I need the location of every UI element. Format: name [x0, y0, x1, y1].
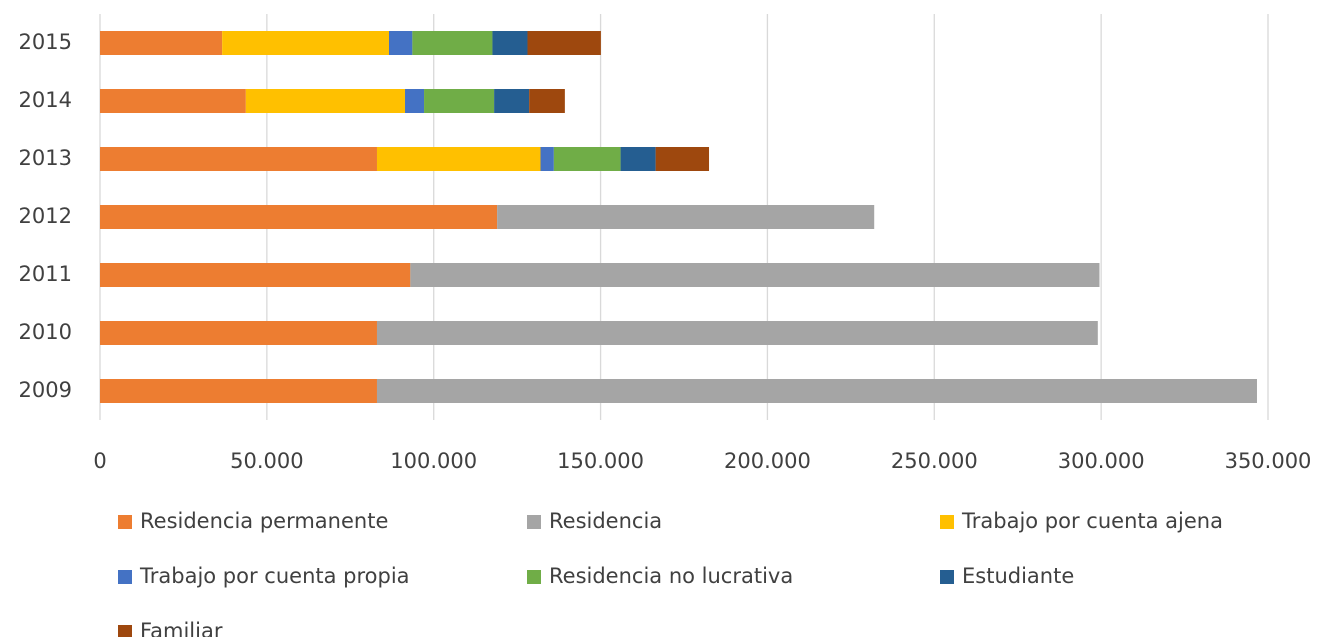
legend-label: Residencia permanente — [140, 509, 388, 533]
bar-segment — [376, 379, 1257, 403]
bar-segment — [405, 89, 425, 113]
y-tick-label: 2013 — [19, 146, 72, 170]
x-tick-label: 50.000 — [230, 449, 303, 473]
bar-segment — [376, 321, 1098, 345]
bar-segment — [100, 263, 411, 287]
bar-segment — [655, 147, 710, 171]
x-tick-label: 350.000 — [1225, 449, 1312, 473]
bar-segment — [540, 147, 554, 171]
y-tick-label: 2012 — [19, 204, 72, 228]
x-tick-label: 200.000 — [724, 449, 811, 473]
bar-segment — [100, 147, 377, 171]
bar-segment — [529, 89, 565, 113]
bar-segment — [100, 89, 246, 113]
y-tick-label: 2014 — [19, 88, 72, 112]
y-tick-label: 2015 — [19, 30, 72, 54]
bar-segment — [497, 205, 875, 229]
bar-segment — [620, 147, 656, 171]
legend-swatch — [940, 570, 954, 584]
legend-swatch — [527, 515, 541, 529]
x-tick-label: 0 — [93, 449, 106, 473]
x-tick-label: 150.000 — [557, 449, 644, 473]
bar-segment — [424, 89, 495, 113]
x-tick-label: 300.000 — [1058, 449, 1145, 473]
legend-swatch — [527, 570, 541, 584]
bar-segment — [100, 379, 377, 403]
bar-segment — [412, 31, 493, 55]
x-tick-label: 250.000 — [891, 449, 978, 473]
bar-segment — [245, 89, 406, 113]
y-tick-label: 2009 — [19, 378, 72, 402]
bar-segment — [376, 147, 541, 171]
legend-swatch — [118, 515, 132, 529]
legend-label: Familiar — [140, 619, 223, 637]
legend-label: Trabajo por cuenta ajena — [961, 509, 1223, 533]
y-tick-label: 2010 — [19, 320, 72, 344]
bar-segment — [527, 31, 601, 55]
legend-label: Estudiante — [962, 564, 1074, 588]
legend-label: Trabajo por cuenta propia — [139, 564, 410, 588]
bar-segment — [494, 89, 530, 113]
bar-segment — [492, 31, 528, 55]
legend-swatch — [940, 515, 954, 529]
y-tick-label: 2011 — [19, 262, 72, 286]
bar-segment — [410, 263, 1100, 287]
legend-label: Residencia no lucrativa — [549, 564, 793, 588]
bar-segment — [100, 31, 223, 55]
bar-segment — [553, 147, 621, 171]
bar-segment — [100, 321, 377, 345]
bar-segment — [222, 31, 389, 55]
bar-segment — [388, 31, 413, 55]
legend-swatch — [118, 625, 132, 639]
legend-swatch — [118, 570, 132, 584]
x-tick-label: 100.000 — [390, 449, 477, 473]
legend-label: Residencia — [549, 509, 662, 533]
bar-segment — [100, 205, 498, 229]
